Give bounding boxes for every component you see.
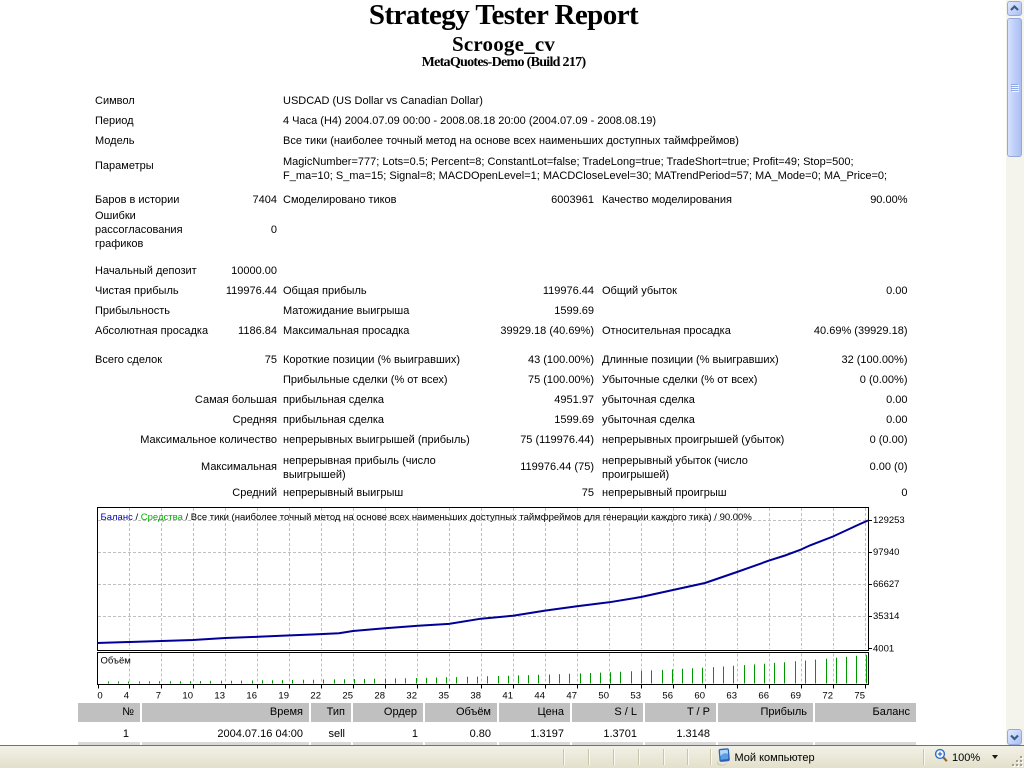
svg-text:0: 0 <box>97 691 102 702</box>
svg-text:25: 25 <box>342 691 353 702</box>
svg-text:16: 16 <box>246 691 257 702</box>
svg-text:50: 50 <box>598 691 609 702</box>
svg-text:35314: 35314 <box>873 611 899 622</box>
svg-text:7: 7 <box>156 691 161 702</box>
svg-text:19: 19 <box>278 691 289 702</box>
svg-text:10: 10 <box>182 691 193 702</box>
svg-text:97940: 97940 <box>873 547 899 558</box>
svg-text:53: 53 <box>630 691 641 702</box>
svg-text:44: 44 <box>534 691 545 702</box>
svg-text:38: 38 <box>470 691 481 702</box>
svg-text:28: 28 <box>374 691 385 702</box>
svg-text:41: 41 <box>502 691 513 702</box>
svg-text:69: 69 <box>790 691 801 702</box>
svg-text:32: 32 <box>406 691 417 702</box>
svg-text:60: 60 <box>694 691 705 702</box>
svg-text:4: 4 <box>124 691 129 702</box>
svg-text:72: 72 <box>822 691 833 702</box>
svg-text:47: 47 <box>566 691 577 702</box>
svg-text:Баланс / Средства / Все тики (: Баланс / Средства / Все тики (наиболее т… <box>101 512 753 523</box>
svg-text:Объём: Объём <box>101 655 131 666</box>
svg-text:56: 56 <box>662 691 673 702</box>
svg-text:66627: 66627 <box>873 579 899 590</box>
svg-text:66: 66 <box>758 691 769 702</box>
svg-text:13: 13 <box>214 691 225 702</box>
svg-text:75: 75 <box>854 691 865 702</box>
svg-text:35: 35 <box>438 691 449 702</box>
svg-text:4001: 4001 <box>873 643 894 654</box>
svg-text:63: 63 <box>726 691 737 702</box>
svg-text:22: 22 <box>310 691 321 702</box>
svg-text:129253: 129253 <box>873 515 905 526</box>
